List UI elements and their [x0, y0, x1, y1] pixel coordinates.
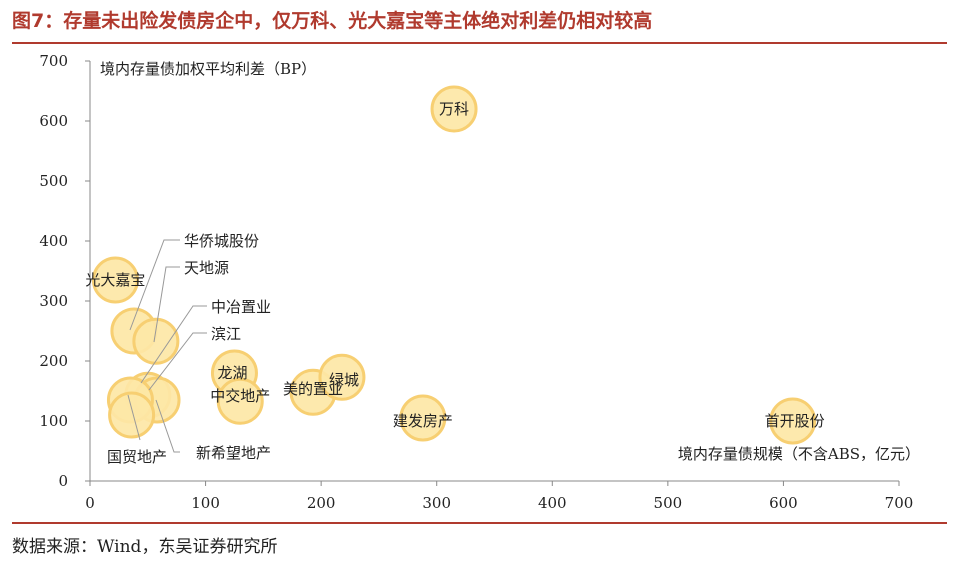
title-rule — [12, 42, 947, 44]
point-label: 龙湖 — [217, 364, 247, 382]
x-tick-label: 700 — [885, 494, 914, 512]
bubble-point — [430, 85, 478, 133]
callout-line — [148, 332, 207, 391]
callout-line — [155, 399, 180, 453]
bubble-layer — [91, 85, 817, 445]
x-tick-label: 500 — [654, 494, 683, 512]
x-tick-label: 200 — [307, 494, 336, 512]
point-label: 美的置业 — [283, 380, 343, 398]
x-tick-label: 600 — [769, 494, 798, 512]
y-tick-label: 200 — [39, 352, 68, 370]
x-axis-label: 境内存量债规模（不含ABS，亿元） — [678, 445, 920, 463]
point-label: 华侨城股份 — [184, 232, 259, 250]
point-label: 滨江 — [211, 325, 241, 343]
callout-line — [129, 239, 180, 331]
bubble-point — [318, 353, 366, 401]
bubble-point — [108, 391, 156, 439]
bubble-point — [399, 394, 447, 442]
y-axis-label: 境内存量债加权平均利差（BP） — [100, 60, 316, 78]
source-note: 数据来源：Wind，东吴证券研究所 — [12, 537, 278, 557]
point-label: 建发房产 — [393, 412, 453, 430]
bubble-point — [216, 377, 264, 425]
figure-title: 图7：存量未出险发债房企中，仅万科、光大嘉宝等主体绝对利差仍相对较高 — [12, 10, 653, 32]
y-tick-label: 100 — [39, 412, 68, 430]
point-label: 首开股份 — [765, 412, 825, 430]
chart-axes: 0 100 200 300 400 500 600 700 0 100 200 300 400 500 60… — [39, 52, 913, 512]
x-tick-label: 400 — [538, 494, 567, 512]
callout-line — [127, 394, 141, 441]
y-tick-label: 500 — [39, 172, 68, 190]
point-label: 天地源 — [184, 259, 229, 277]
callout-line — [140, 305, 207, 384]
bubble-point — [91, 256, 139, 304]
y-tick-label: 700 — [39, 52, 68, 70]
point-label: 中冶置业 — [211, 298, 271, 316]
x-tick-label: 300 — [422, 494, 451, 512]
callout-lines — [127, 239, 207, 453]
point-label: 中交地产 — [210, 387, 270, 405]
bubble-point — [132, 317, 180, 365]
callout-line — [153, 266, 180, 343]
x-tick-label: 0 — [85, 494, 95, 512]
point-label: 绿城 — [329, 371, 359, 389]
y-tick-label: 300 — [39, 292, 68, 310]
point-label: 国贸地产 — [107, 448, 167, 466]
point-label: 新希望地产 — [196, 444, 271, 462]
x-tick-label: 100 — [191, 494, 220, 512]
y-tick-label: 400 — [39, 232, 68, 250]
y-tick-label: 0 — [58, 472, 68, 490]
bubble-point — [769, 397, 817, 445]
y-tick-label: 600 — [39, 112, 68, 130]
source-rule — [12, 522, 947, 524]
point-label: 万科 — [439, 100, 469, 118]
point-label: 光大嘉宝 — [85, 271, 145, 289]
